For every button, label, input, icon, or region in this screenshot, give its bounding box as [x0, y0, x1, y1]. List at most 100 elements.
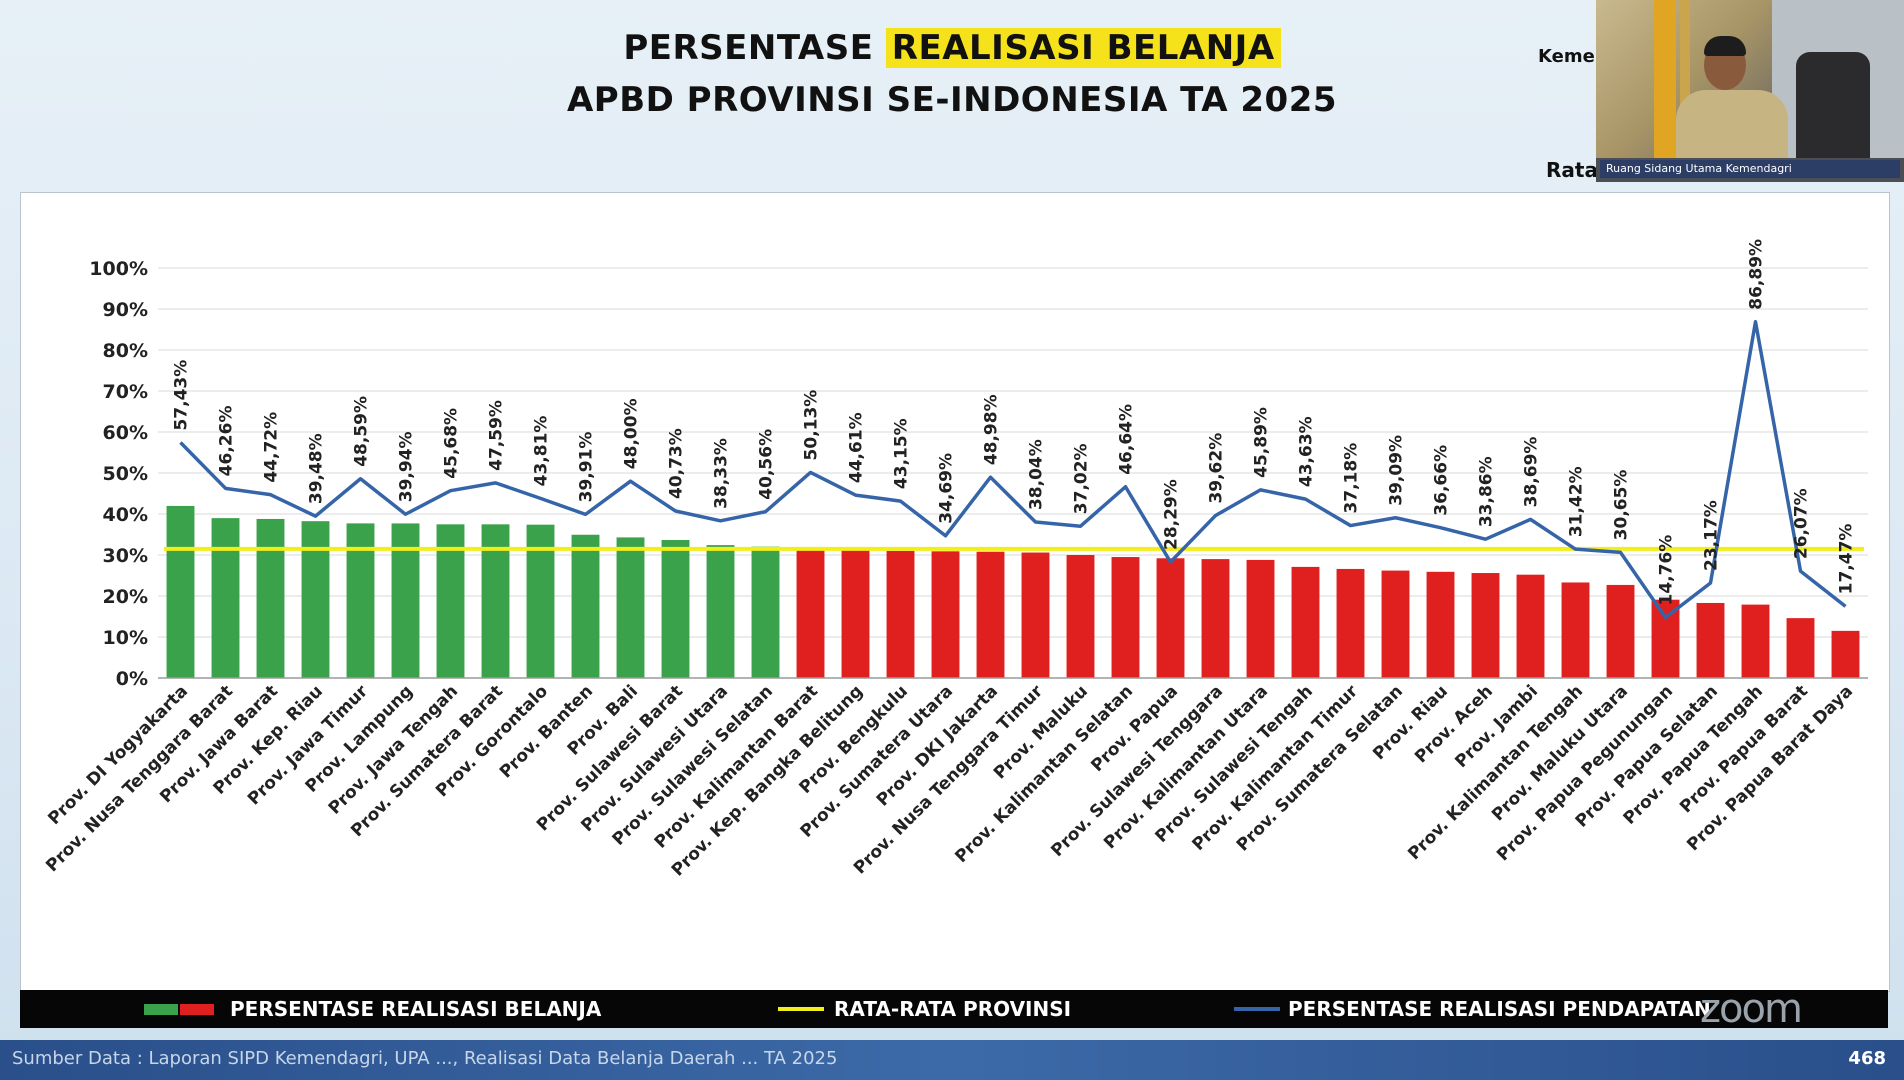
pendapatan-data-label: 47,59%	[487, 400, 507, 471]
pendapatan-data-label: 36,66%	[1432, 445, 1452, 516]
legend-swatch-green	[144, 1004, 178, 1015]
pendapatan-data-label: 37,02%	[1072, 443, 1092, 514]
bar	[571, 534, 600, 678]
y-tick-label: 20%	[103, 586, 148, 608]
webcam-caption: Ruang Sidang Utama Kemendagri	[1600, 160, 1900, 178]
pendapatan-data-label: 31,42%	[1567, 466, 1587, 537]
pendapatan-data-label: 48,98%	[982, 394, 1002, 465]
page-number: 468	[1848, 1048, 1886, 1069]
bar	[1741, 604, 1770, 678]
pendapatan-data-label: 30,65%	[1612, 470, 1632, 541]
x-category-label: Prov. Nusa Tenggara Barat	[42, 681, 237, 876]
bar	[616, 537, 645, 678]
zoom-watermark-icon: zoom	[1700, 986, 1803, 1032]
footer-bar: Sumber Data : Laporan SIPD Kemendagri, U…	[0, 1040, 1904, 1080]
bar	[1516, 574, 1545, 678]
pendapatan-data-label: 57,43%	[172, 360, 192, 431]
bar	[1561, 582, 1590, 678]
webcam-person-hair	[1704, 36, 1746, 56]
bar	[1696, 602, 1725, 678]
bar	[1831, 630, 1860, 678]
pendapatan-data-label: 40,73%	[667, 428, 687, 499]
bar	[841, 550, 870, 678]
pendapatan-data-label: 38,04%	[1027, 439, 1047, 510]
pendapatan-data-label: 17,47%	[1837, 524, 1857, 595]
bar	[1471, 573, 1500, 678]
bar	[1291, 566, 1320, 678]
pendapatan-data-label: 44,61%	[847, 412, 867, 483]
legend-pendapatan: PERSENTASE REALISASI PENDAPATAN	[1288, 997, 1711, 1021]
bar	[1336, 568, 1365, 678]
pendapatan-data-label: 37,18%	[1342, 443, 1362, 514]
pendapatan-data-label: 44,72%	[262, 412, 282, 483]
y-tick-label: 70%	[103, 381, 148, 403]
pendapatan-data-label: 40,56%	[757, 429, 777, 500]
pendapatan-data-label: 46,64%	[1117, 404, 1137, 475]
bar	[211, 518, 240, 678]
legend-rata: RATA-RATA PROVINSI	[834, 997, 1072, 1021]
bar	[1066, 555, 1095, 678]
bar	[256, 518, 285, 678]
pendapatan-data-label: 43,63%	[1297, 416, 1317, 487]
bar	[976, 551, 1005, 678]
pendapatan-data-label: 26,07%	[1792, 488, 1812, 559]
bar	[1021, 552, 1050, 678]
y-tick-label: 100%	[89, 258, 148, 280]
bar	[886, 550, 915, 678]
y-tick-label: 90%	[103, 299, 148, 321]
legend-bar: PERSENTASE REALISASI BELANJA RATA-RATA P…	[20, 990, 1888, 1028]
bar	[346, 523, 375, 678]
bar	[166, 505, 195, 678]
bar	[1156, 558, 1185, 678]
webcam-person-body	[1676, 90, 1788, 170]
webcam-video-tile[interactable]: Ruang Sidang Utama Kemendagri	[1596, 0, 1904, 182]
side-label-bottom: Rata	[1546, 158, 1598, 182]
legend-swatch-red	[180, 1004, 214, 1015]
bar	[661, 539, 690, 678]
pendapatan-data-label: 86,89%	[1747, 239, 1767, 310]
y-tick-label: 80%	[103, 340, 148, 362]
pendapatan-data-label: 46,26%	[217, 406, 237, 477]
legend-belanja: PERSENTASE REALISASI BELANJA	[230, 997, 602, 1021]
pendapatan-data-label: 28,29%	[1162, 479, 1182, 550]
y-tick-label: 0%	[116, 668, 148, 690]
title-line-1: PERSENTASE REALISASI BELANJA	[0, 22, 1904, 74]
legend-swatch-yellow	[778, 1007, 824, 1011]
bar	[931, 551, 960, 678]
pendapatan-data-label: 43,81%	[532, 416, 552, 487]
pendapatan-data-label: 48,00%	[622, 398, 642, 469]
bar	[796, 548, 825, 678]
y-tick-label: 40%	[103, 504, 148, 526]
bar	[1786, 618, 1815, 678]
pendapatan-data-label: 38,33%	[712, 438, 732, 509]
footer-source: Sumber Data : Laporan SIPD Kemendagri, U…	[12, 1048, 838, 1069]
pendapatan-data-label: 33,86%	[1477, 456, 1497, 527]
bar	[1651, 599, 1680, 678]
bar	[1426, 571, 1455, 678]
webcam-curtain	[1654, 0, 1676, 160]
pendapatan-data-label: 39,62%	[1207, 433, 1227, 504]
bar	[301, 521, 330, 678]
title-highlight: REALISASI BELANJA	[885, 28, 1281, 68]
legend-swatch-blue	[1234, 1007, 1280, 1011]
pendapatan-data-label: 43,15%	[892, 418, 912, 489]
y-tick-label: 50%	[103, 463, 148, 485]
pendapatan-data-label: 48,59%	[352, 396, 372, 467]
pendapatan-data-label: 34,69%	[937, 453, 957, 524]
pendapatan-data-label: 39,91%	[577, 432, 597, 503]
title-line-2: APBD PROVINSI SE-INDONESIA TA 2025	[566, 80, 1338, 120]
bar	[1201, 559, 1230, 678]
pendapatan-data-label: 50,13%	[802, 390, 822, 461]
pendapatan-data-label: 45,89%	[1252, 407, 1272, 478]
slide-title: PERSENTASE REALISASI BELANJA APBD PROVIN…	[0, 22, 1904, 126]
pendapatan-data-label: 39,09%	[1387, 435, 1407, 506]
bar	[1246, 559, 1275, 678]
pendapatan-data-label: 39,48%	[307, 433, 327, 504]
pendapatan-line	[179, 320, 1847, 620]
pendapatan-data-label: 38,69%	[1522, 437, 1542, 508]
pendapatan-data-label: 39,94%	[397, 431, 417, 502]
title-prefix: PERSENTASE	[623, 28, 886, 68]
webcam-curtain-edge	[1680, 0, 1690, 160]
pendapatan-data-label: 14,76%	[1657, 535, 1677, 606]
webcam-chair	[1796, 52, 1870, 162]
